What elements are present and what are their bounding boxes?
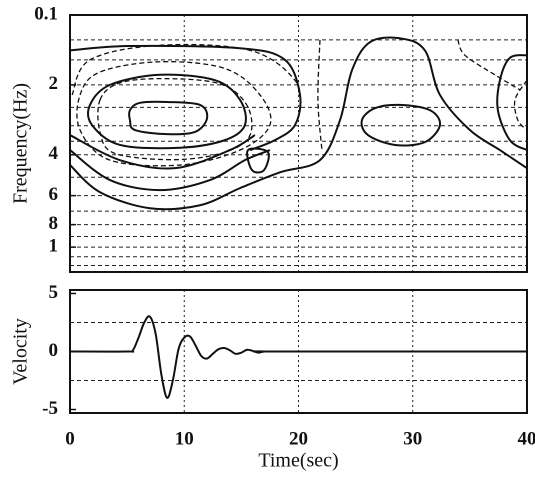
contour-line — [513, 79, 528, 131]
y-tick-label: 1 — [49, 235, 59, 256]
y-tick-label: 0.1 — [34, 3, 58, 24]
x-tick-label: 10 — [175, 428, 194, 449]
contour-line — [496, 54, 528, 152]
contour-line — [360, 103, 442, 147]
plot-frame — [69, 14, 528, 273]
y-axis-title: Velocity — [10, 318, 32, 385]
x-tick-label: 20 — [289, 428, 308, 449]
contour-line — [76, 60, 272, 167]
contour-line — [69, 36, 528, 211]
y-tick-label: 6 — [49, 184, 59, 205]
contour-line — [71, 43, 301, 113]
contour-line — [87, 73, 247, 150]
contour-line — [457, 39, 521, 91]
x-tick-label: 0 — [65, 428, 75, 449]
contour-line — [246, 147, 270, 174]
contour-line — [69, 44, 302, 152]
y-axis-title: Frequency(Hz) — [10, 83, 32, 204]
x-tick-label: 30 — [403, 428, 422, 449]
y-tick-label: 5 — [49, 282, 59, 303]
y-tick-label: 2 — [49, 73, 59, 94]
y-tick-label: -5 — [42, 398, 58, 419]
y-tick-label: 8 — [49, 213, 59, 234]
contour-line — [317, 39, 323, 151]
contour-line — [97, 77, 253, 161]
y-tick-label: 0 — [49, 340, 59, 361]
contour-line — [128, 100, 209, 136]
x-tick-label: 40 — [518, 428, 535, 449]
contour-line — [69, 134, 256, 170]
velocity-line — [69, 315, 527, 399]
plot-frame — [69, 289, 528, 414]
x-axis-title: Time(sec) — [258, 450, 338, 472]
y-tick-label: 4 — [49, 143, 59, 164]
